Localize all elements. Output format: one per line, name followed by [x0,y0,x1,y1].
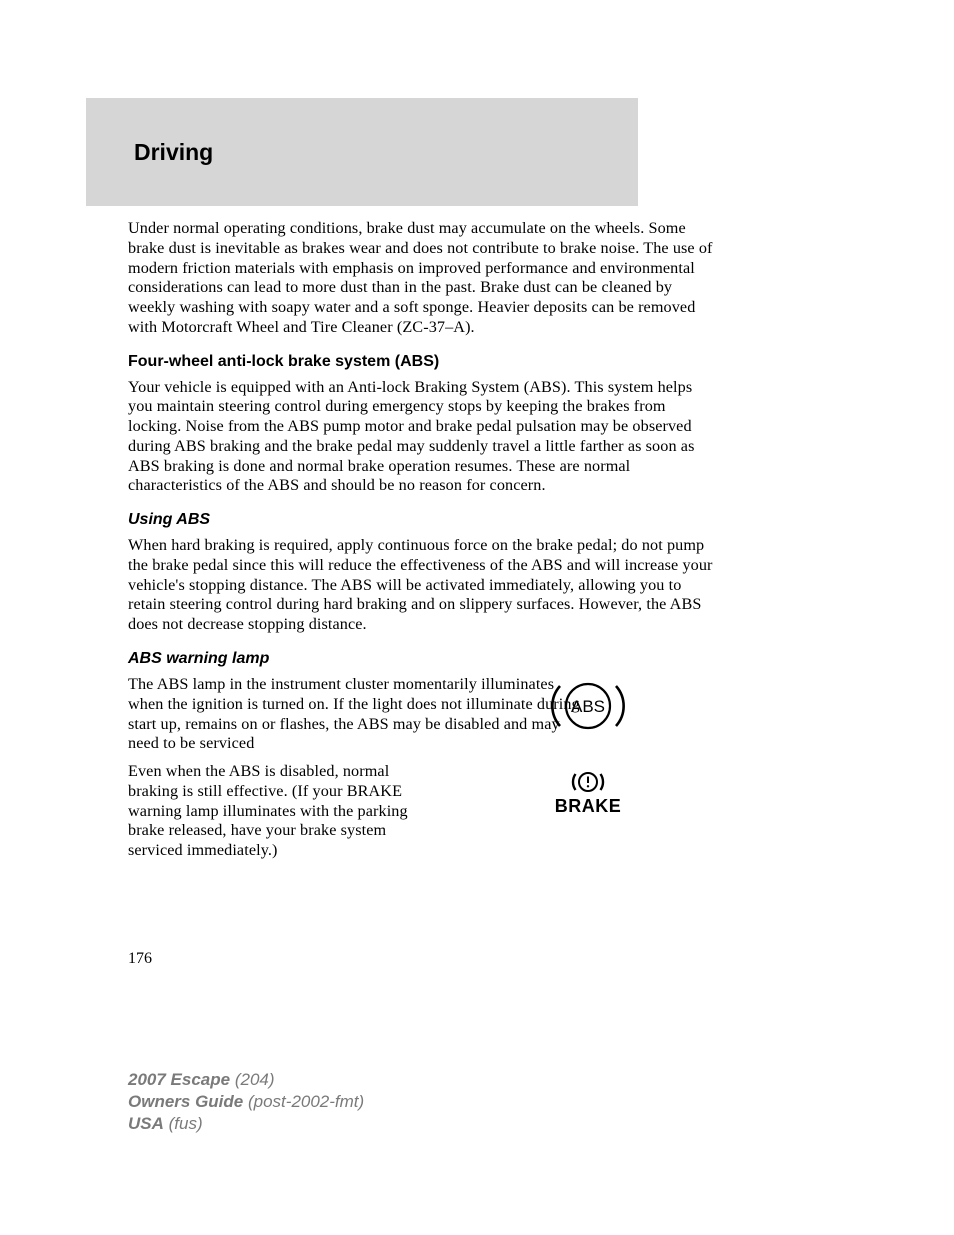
heading-using-abs: Using ABS [128,511,718,529]
page: Driving Under normal operating condition… [0,0,954,1235]
footer-line-1: 2007 Escape (204) [128,1069,364,1091]
paragraph-brake-dust: Under normal operating conditions, brake… [128,219,718,338]
paragraph-using-abs: When hard braking is required, apply con… [128,536,718,635]
footer-guide: Owners Guide [128,1092,243,1111]
footer-region: USA [128,1114,164,1133]
footer-line-3: USA (fus) [128,1113,364,1135]
brake-lamp-block: Even when the ABS is disabled, normal br… [128,762,718,861]
heading-abs-system: Four-wheel anti-lock brake system (ABS) [128,353,718,371]
page-number: 176 [128,950,152,968]
footer-region-code: (fus) [169,1114,203,1133]
brake-icon-label: BRAKE [555,796,622,816]
paragraph-abs-desc: Your vehicle is equipped with an Anti-lo… [128,378,718,497]
paragraph-brake-lamp: Even when the ABS is disabled, normal br… [128,762,441,861]
abs-lamp-block: The ABS lamp in the instrument cluster m… [128,675,718,754]
footer: 2007 Escape (204) Owners Guide (post-200… [128,1069,364,1135]
footer-guide-format: (post-2002-fmt) [248,1092,364,1111]
brake-warning-icon: BRAKE [458,768,718,823]
heading-abs-lamp: ABS warning lamp [128,650,718,668]
footer-model: 2007 Escape [128,1070,230,1089]
section-header-bar: Driving [86,98,638,206]
content-area: Under normal operating conditions, brake… [128,219,718,861]
abs-warning-icon: ABS [458,677,718,740]
section-title: Driving [134,139,213,166]
footer-line-2: Owners Guide (post-2002-fmt) [128,1091,364,1113]
abs-icon-label: ABS [571,697,605,716]
footer-model-code: (204) [235,1070,275,1089]
